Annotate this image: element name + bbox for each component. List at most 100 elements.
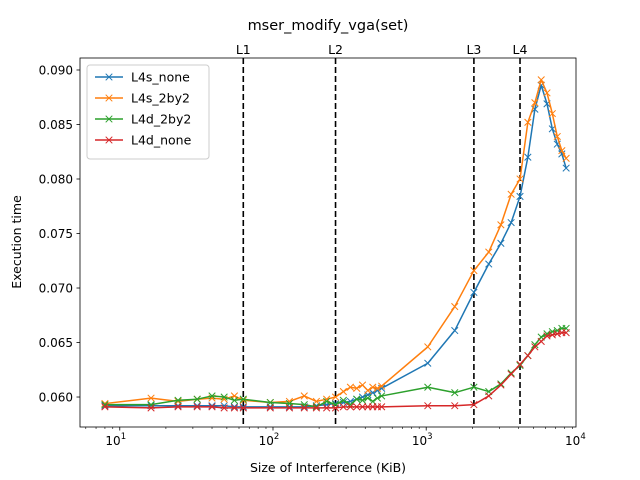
y-tick-label: 0.070 <box>39 282 73 296</box>
data-point-l4d-2by2 <box>358 396 367 404</box>
data-point-l4s-2by2 <box>485 248 493 256</box>
data-point-l4d-none <box>485 392 493 400</box>
data-point-l4d-none <box>193 403 201 411</box>
data-point-l4d-none <box>230 404 239 412</box>
data-point-l4d-2by2 <box>531 341 539 349</box>
y-tick-label: 0.080 <box>39 173 73 187</box>
data-point-l4d-2by2 <box>451 389 459 397</box>
data-point-l4s-2by2 <box>353 384 361 392</box>
data-point-l4d-none <box>220 404 228 412</box>
x-tick-base: 10 <box>565 434 580 448</box>
data-point-l4d-none <box>537 337 545 346</box>
data-point-l4d-2by2 <box>339 396 348 404</box>
data-point-l4d-none <box>470 400 478 409</box>
data-point-l4d-none <box>285 404 294 412</box>
data-point-l4d-none <box>424 402 432 410</box>
data-point-l4d-none <box>312 404 321 412</box>
data-point-l4s-2by2 <box>147 394 155 402</box>
legend-marker-l4d-2by2 <box>105 115 113 123</box>
data-point-l4d-2by2 <box>208 392 216 400</box>
data-point-l4s-2by2 <box>339 387 348 396</box>
x-tick-base: 10 <box>412 434 427 448</box>
data-point-l4s-2by2 <box>369 383 377 391</box>
data-point-l4d-none <box>300 404 308 412</box>
data-point-l4d-2by2 <box>373 394 382 402</box>
data-point-l4d-none <box>331 404 340 412</box>
y-tick-label: 0.085 <box>39 118 73 132</box>
data-point-l4d-2by2 <box>266 398 274 407</box>
data-point-l4s-2by2 <box>300 392 308 400</box>
data-point-l4d-none <box>353 403 361 411</box>
data-point-l4s-none <box>516 192 524 201</box>
data-point-l4s-2by2 <box>364 386 372 395</box>
data-point-l4d-2by2 <box>378 392 386 400</box>
x-tick-exponent: 4 <box>580 432 585 442</box>
data-point-l4d-none <box>358 403 367 411</box>
legend-item-l4d-none: L4d_none <box>95 133 192 148</box>
data-point-l4s-2by2 <box>373 384 382 392</box>
legend-label-l4s-none: L4s_none <box>131 70 190 85</box>
vline-label-l4: L4 <box>513 42 528 57</box>
data-point-l4s-2by2 <box>331 393 340 401</box>
data-point-l4d-none <box>516 360 524 368</box>
data-point-l4s-none <box>497 239 505 247</box>
data-point-l4d-none <box>239 404 247 412</box>
data-point-l4s-2by2 <box>558 147 566 155</box>
data-point-l4d-2by2 <box>312 403 321 411</box>
x-tick-base: 10 <box>105 434 120 448</box>
legend-label-l4d-2by2: L4d_2by2 <box>131 112 191 127</box>
reference-lines: L1 L2 L3 L4 <box>236 42 528 427</box>
data-point-l4s-2by2 <box>497 221 505 229</box>
data-point-l4s-none <box>470 288 478 297</box>
data-point-l4s-2by2 <box>312 397 321 406</box>
data-point-l4s-2by2 <box>524 118 532 126</box>
data-point-l4s-2by2 <box>174 397 182 406</box>
data-point-l4s-2by2 <box>531 99 539 107</box>
data-point-l4d-2by2 <box>174 396 182 404</box>
vline-label-l2: L2 <box>328 42 343 57</box>
data-point-l4d-2by2 <box>300 400 308 409</box>
y-tick-label: 0.065 <box>39 336 73 350</box>
vline-label-l1: L1 <box>236 42 251 57</box>
legend-label-l4d-none: L4d_none <box>131 133 192 148</box>
data-point-l4d-none <box>208 403 216 411</box>
data-point-l4s-2by2 <box>553 132 561 141</box>
data-point-l4d-none <box>101 403 109 411</box>
data-point-l4s-2by2 <box>516 175 524 183</box>
x-tick-label: 103 <box>412 432 433 448</box>
data-point-l4d-none <box>524 351 532 360</box>
x-tick-label: 101 <box>105 432 126 448</box>
data-point-l4s-2by2 <box>378 382 386 390</box>
data-point-l4d-2by2 <box>353 395 361 403</box>
y-tick-label: 0.090 <box>39 63 73 77</box>
data-point-l4d-2by2 <box>364 394 372 402</box>
data-point-l4d-2by2 <box>424 383 432 391</box>
data-point-l4d-none <box>553 330 561 338</box>
plot-series <box>101 76 570 412</box>
x-tick-exponent: 3 <box>427 432 432 442</box>
data-point-l4d-none <box>378 403 386 411</box>
data-point-l4d-none <box>531 343 539 351</box>
data-point-l4s-none <box>193 402 201 410</box>
data-point-l4d-none <box>266 404 274 412</box>
data-point-l4d-2by2 <box>220 393 228 401</box>
data-point-l4d-none <box>322 404 331 412</box>
data-point-l4d-2by2 <box>147 400 155 409</box>
data-point-l4s-none <box>208 402 216 410</box>
data-point-l4d-none <box>174 403 182 411</box>
data-point-l4s-none <box>485 260 493 268</box>
legend: L4s_none L4s_2by2 L4d_2by2 L4d_none <box>86 64 210 160</box>
data-point-l4s-none <box>451 326 459 335</box>
data-point-l4d-none <box>497 381 505 389</box>
series-l4d-none <box>101 329 570 412</box>
data-point-l4s-none <box>239 403 247 411</box>
x-axis-ticks: 101 102 103 104 <box>85 427 586 448</box>
legend-item-l4s-2by2: L4s_2by2 <box>95 91 190 106</box>
legend-marker-l4d-none <box>105 136 113 144</box>
data-point-l4s-none <box>562 164 570 172</box>
x-tick-base: 10 <box>259 434 274 448</box>
data-point-l4s-2by2 <box>239 396 247 404</box>
data-point-l4s-2by2 <box>346 383 355 391</box>
data-point-l4s-2by2 <box>470 266 478 275</box>
